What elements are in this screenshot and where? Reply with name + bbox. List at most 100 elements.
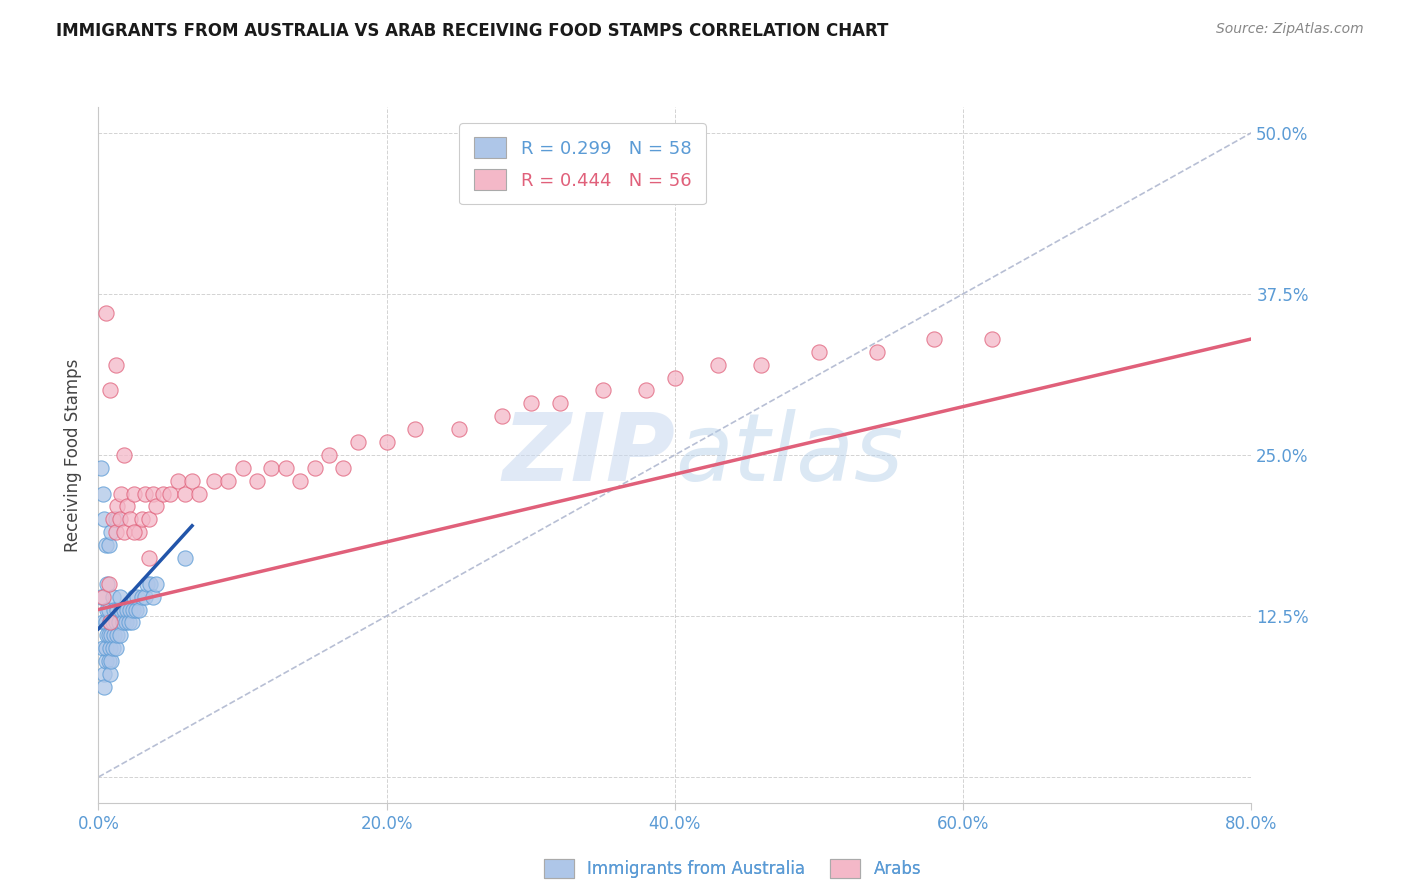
Point	[807, 344, 830, 359]
Point	[124, 486, 146, 500]
Point	[96, 628, 118, 642]
Point	[128, 525, 150, 540]
Point	[101, 512, 124, 526]
Point	[318, 448, 340, 462]
Point	[138, 512, 160, 526]
Point	[100, 654, 122, 668]
Point	[174, 551, 197, 566]
Point	[159, 486, 181, 500]
Point	[636, 384, 658, 398]
Point	[94, 641, 117, 656]
Point	[96, 602, 118, 616]
Point	[98, 384, 121, 398]
Point	[112, 525, 135, 540]
Point	[117, 500, 139, 514]
Point	[136, 576, 159, 591]
Point	[90, 590, 112, 604]
Point	[447, 422, 470, 436]
Point	[304, 460, 326, 475]
Point	[174, 486, 197, 500]
Point	[94, 654, 117, 668]
Point	[131, 590, 153, 604]
Point	[107, 615, 129, 630]
Point	[707, 358, 730, 372]
Point	[217, 474, 239, 488]
Point	[866, 344, 889, 359]
Point	[124, 590, 146, 604]
Point	[101, 615, 124, 630]
Point	[121, 615, 143, 630]
Point	[120, 602, 142, 616]
Point	[91, 615, 114, 630]
Point	[751, 358, 773, 372]
Point	[97, 576, 120, 591]
Point	[105, 628, 128, 642]
Point	[134, 590, 156, 604]
Point	[127, 590, 149, 604]
Point	[108, 512, 131, 526]
Point	[491, 409, 513, 424]
Point	[117, 602, 139, 616]
Point	[120, 512, 142, 526]
Point	[166, 474, 188, 488]
Point	[664, 370, 686, 384]
Point	[110, 602, 132, 616]
Point	[90, 460, 112, 475]
Point	[108, 628, 131, 642]
Point	[592, 384, 614, 398]
Text: Source: ZipAtlas.com: Source: ZipAtlas.com	[1216, 22, 1364, 37]
Point	[104, 641, 127, 656]
Point	[93, 680, 115, 694]
Point	[274, 460, 297, 475]
Point	[97, 628, 120, 642]
Point	[520, 396, 543, 410]
Point	[111, 615, 134, 630]
Point	[98, 615, 121, 630]
Point	[98, 641, 121, 656]
Point	[91, 486, 114, 500]
Point	[202, 474, 225, 488]
Point	[346, 435, 368, 450]
Point	[181, 474, 204, 488]
Text: IMMIGRANTS FROM AUSTRALIA VS ARAB RECEIVING FOOD STAMPS CORRELATION CHART: IMMIGRANTS FROM AUSTRALIA VS ARAB RECEIV…	[56, 22, 889, 40]
Point	[290, 474, 312, 488]
Point	[93, 667, 115, 681]
Point	[112, 602, 135, 616]
Point	[152, 486, 174, 500]
Point	[94, 615, 117, 630]
Point	[96, 576, 118, 591]
Point	[97, 538, 120, 552]
Point	[98, 615, 121, 630]
Point	[145, 500, 167, 514]
Point	[101, 590, 124, 604]
Point	[131, 512, 153, 526]
Point	[97, 602, 120, 616]
Point	[105, 602, 128, 616]
Point	[101, 641, 124, 656]
Point	[104, 615, 127, 630]
Point	[922, 332, 945, 346]
Point	[94, 306, 117, 320]
Text: ZIP: ZIP	[502, 409, 675, 501]
Point	[94, 538, 117, 552]
Point	[122, 602, 145, 616]
Point	[91, 590, 114, 604]
Point	[981, 332, 1004, 346]
Point	[100, 628, 122, 642]
Point	[128, 602, 150, 616]
Point	[125, 602, 148, 616]
Point	[142, 486, 165, 500]
Point	[260, 460, 283, 475]
Point	[98, 667, 121, 681]
Point	[110, 486, 132, 500]
Point	[118, 615, 141, 630]
Point	[105, 500, 128, 514]
Point	[103, 628, 125, 642]
Point	[100, 525, 122, 540]
Point	[108, 590, 131, 604]
Point	[375, 435, 398, 450]
Point	[332, 460, 354, 475]
Text: atlas: atlas	[675, 409, 903, 500]
Point	[231, 460, 254, 475]
Y-axis label: Receiving Food Stamps: Receiving Food Stamps	[65, 359, 83, 551]
